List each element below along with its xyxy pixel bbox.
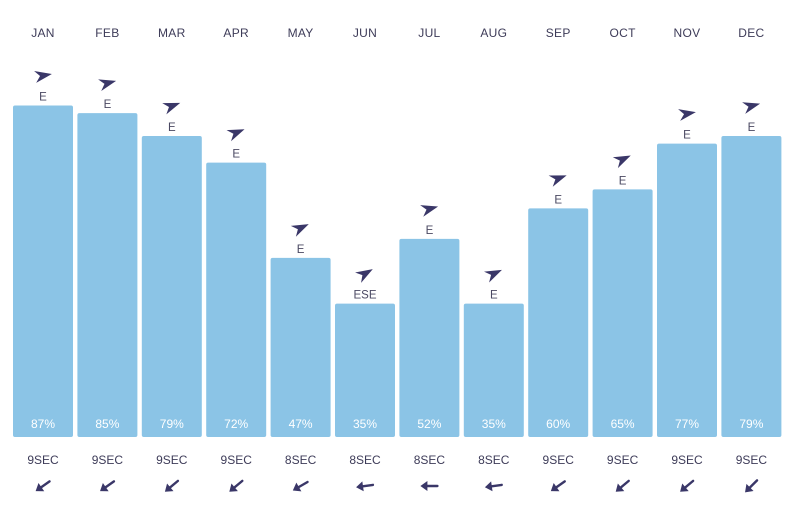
wind-direction-icon (226, 129, 245, 142)
period-label: 8SEC (285, 453, 317, 467)
period-label: 9SEC (156, 453, 188, 467)
bar-mar (141, 136, 202, 437)
arrow-head (292, 482, 302, 492)
wind-direction-icon (548, 175, 567, 187)
direction-label: E (619, 175, 627, 187)
direction-label: E (297, 244, 305, 256)
wind-direction-icon (420, 205, 439, 217)
arrow-head (615, 483, 625, 492)
period-label: 8SEC (478, 453, 510, 467)
bar-sep (528, 208, 589, 437)
swell-direction-arrow-icon (484, 481, 503, 492)
month-label: MAR (158, 26, 186, 40)
swell-direction-arrow-icon (164, 479, 180, 492)
bar-dec (721, 136, 782, 437)
period-label: 9SEC (27, 453, 59, 467)
arrow-head (35, 483, 45, 492)
swell-direction-arrow-icon (100, 480, 116, 492)
period-label: 9SEC (221, 453, 253, 467)
wind-direction-icon (742, 102, 761, 114)
arrow-head (420, 481, 428, 491)
arrow-head (356, 481, 364, 492)
value-label: 87% (31, 417, 55, 431)
arrow-head (484, 481, 493, 492)
value-label: 79% (160, 417, 184, 431)
swell-direction-arrow-icon (35, 480, 51, 492)
direction-label: E (554, 194, 562, 206)
bar-aug (463, 303, 524, 437)
arrow-head (680, 483, 689, 492)
period-label: 8SEC (414, 453, 446, 467)
period-label: 9SEC (543, 453, 575, 467)
direction-label: E (232, 149, 240, 161)
bar-jun (335, 303, 395, 437)
direction-label: E (683, 130, 691, 142)
bar-jul (399, 238, 460, 437)
period-label: 9SEC (92, 453, 124, 467)
bar-apr (206, 162, 267, 437)
period-label: 8SEC (349, 453, 381, 467)
wind-direction-icon (98, 79, 117, 92)
direction-label: ESE (353, 290, 376, 302)
arrow-head (100, 483, 109, 492)
value-label: 52% (417, 417, 441, 431)
arrow-head (164, 483, 174, 492)
swell-direction-arrow-icon (680, 479, 695, 492)
swell-direction-arrow-icon (550, 480, 566, 492)
wind-direction-icon (34, 71, 52, 83)
wind-direction-icon (612, 155, 631, 169)
month-label: JUN (353, 26, 377, 40)
wind-direction-icon (678, 109, 696, 121)
month-label: APR (223, 26, 249, 40)
month-label: DEC (738, 26, 764, 40)
value-label: 72% (224, 417, 248, 431)
value-label: 77% (675, 417, 699, 431)
value-label: 35% (353, 417, 377, 431)
direction-label: E (426, 225, 434, 237)
month-label: AUG (480, 26, 507, 40)
value-label: 47% (289, 417, 313, 431)
value-label: 35% (482, 417, 506, 431)
period-label: 9SEC (671, 453, 703, 467)
arrow-head (745, 483, 754, 493)
period-label: 9SEC (736, 453, 768, 467)
bar-feb (77, 113, 138, 438)
value-label: 79% (739, 417, 763, 431)
direction-label: E (490, 290, 498, 302)
month-label: OCT (609, 26, 636, 40)
bar-may (270, 257, 331, 437)
swell-direction-arrow-icon (615, 479, 630, 492)
direction-label: E (104, 99, 112, 111)
direction-label: E (748, 122, 756, 134)
wind-direction-icon (484, 269, 502, 283)
wind-direction-icon (355, 269, 373, 283)
month-label: MAY (288, 26, 314, 40)
month-label: JAN (31, 26, 55, 40)
month-label: NOV (674, 26, 701, 40)
swell-direction-arrow-icon (356, 481, 375, 492)
month-label: FEB (95, 26, 119, 40)
month-label: SEP (546, 26, 571, 40)
value-label: 60% (546, 417, 570, 431)
arrow-head (550, 483, 560, 492)
swell-direction-arrow-icon (420, 481, 439, 491)
bar-jan (13, 105, 73, 437)
value-label: 65% (611, 417, 635, 431)
value-label: 85% (95, 417, 119, 431)
month-label: JUL (418, 26, 440, 40)
swell-direction-arrow-icon (229, 479, 244, 492)
bar-oct (592, 189, 653, 437)
arrow-head (229, 483, 238, 492)
wind-direction-icon (290, 224, 309, 237)
bar-nov (657, 143, 717, 437)
swell-direction-arrow-icon (292, 480, 309, 492)
direction-label: E (168, 122, 176, 134)
wind-direction-icon (162, 102, 181, 115)
direction-label: E (39, 92, 47, 104)
period-label: 9SEC (607, 453, 639, 467)
swell-direction-arrow-icon (745, 479, 759, 493)
